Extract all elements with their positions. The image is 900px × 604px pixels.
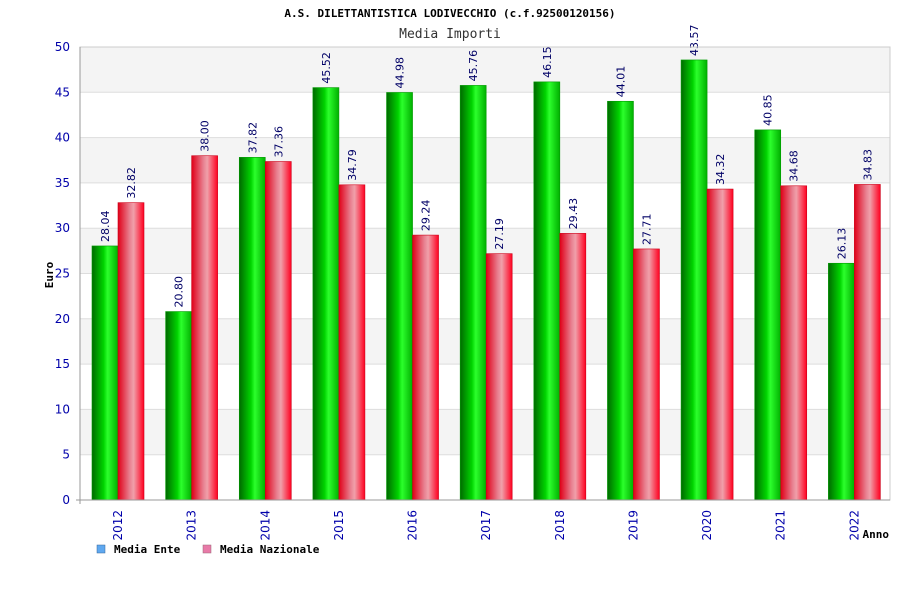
y-tick-label: 10 <box>55 402 70 416</box>
y-tick-label: 40 <box>55 131 70 145</box>
x-tick-label: 2015 <box>332 510 346 541</box>
y-tick-label: 45 <box>55 85 70 99</box>
bar-media-nazionale-2012 <box>117 202 145 501</box>
value-label: 34.79 <box>346 149 359 181</box>
value-label: 34.83 <box>861 149 874 181</box>
y-tick-label: 5 <box>62 448 70 462</box>
x-tick-label: 2014 <box>258 510 272 541</box>
bar-media-ente-2017 <box>459 85 487 501</box>
x-tick-label: 2017 <box>479 510 493 541</box>
y-tick-label: 35 <box>55 176 70 190</box>
axes <box>76 46 891 504</box>
x-tick-labels: 2012 2013 2014 2015 2016 2017 2018 2019 2020 2021… <box>111 510 861 541</box>
value-label: 32.82 <box>125 167 138 199</box>
value-label: 34.68 <box>788 150 801 182</box>
bar-media-ente-2016 <box>386 92 413 501</box>
value-label: 37.36 <box>272 126 285 158</box>
bar-media-ente-2015 <box>312 87 340 501</box>
x-tick-label: 2012 <box>111 510 125 541</box>
value-label: 29.24 <box>420 200 433 232</box>
value-labels: 28.04 32.82 20.80 38.00 37.82 37.36 45.52 34.79… <box>99 24 874 307</box>
bar-media-nazionale-2014 <box>264 161 292 501</box>
x-tick-label: 2018 <box>553 510 567 541</box>
value-label: 44.98 <box>394 57 407 89</box>
chart-subtitle: Media Importi <box>399 27 501 42</box>
x-tick-label: 2020 <box>700 510 714 541</box>
y-tick-label: 30 <box>55 221 70 235</box>
value-label: 43.57 <box>688 24 701 56</box>
y-tick-label: 25 <box>55 267 70 281</box>
value-label: 27.19 <box>493 218 506 250</box>
value-label: 37.82 <box>246 122 259 154</box>
y-tick-label: 50 <box>55 40 70 54</box>
bar-media-nazionale-2020 <box>706 188 734 501</box>
x-tick-label: 2016 <box>406 510 420 541</box>
bar-media-nazionale-2017 <box>485 253 513 501</box>
value-label: 45.52 <box>320 52 333 84</box>
bar-media-ente-2014 <box>238 157 266 501</box>
x-tick-label: 2022 <box>847 510 861 541</box>
x-tick-label: 2013 <box>185 510 199 541</box>
value-label: 28.04 <box>99 210 112 242</box>
value-label: 26.13 <box>835 228 848 260</box>
x-tick-label: 2021 <box>774 510 788 541</box>
legend-swatch-media-nazionale <box>202 544 212 554</box>
bar-media-nazionale-2015 <box>338 184 366 501</box>
bar-media-nazionale-2016 <box>412 234 439 501</box>
value-label: 29.43 <box>567 198 580 230</box>
value-label: 46.15 <box>541 46 554 78</box>
y-tick-label: 20 <box>55 312 70 326</box>
value-label: 34.32 <box>714 154 727 186</box>
bar-media-nazionale-2013 <box>191 155 218 501</box>
legend-label-media-nazionale: Media Nazionale <box>220 543 320 556</box>
x-axis-label: Anno <box>863 528 890 541</box>
value-label: 44.01 <box>614 66 627 98</box>
legend-swatch-media-ente <box>96 544 106 554</box>
y-axis-label: Euro <box>43 261 56 288</box>
chart-title: A.S. DILETTANTISTICA LODIVECCHIO (c.f.92… <box>284 7 615 20</box>
bar-media-ente-2018 <box>533 81 561 501</box>
bar-media-nazionale-2021 <box>780 185 808 501</box>
bar-media-ente-2021 <box>754 129 782 501</box>
value-label: 20.80 <box>173 276 186 308</box>
y-tick-labels: 0 5 10 15 20 25 30 35 40 45 50 <box>55 40 70 507</box>
bar-media-ente-2019 <box>607 100 634 501</box>
value-label: 45.76 <box>467 50 480 82</box>
bar-media-nazionale-2019 <box>633 248 660 501</box>
value-label: 27.71 <box>640 213 653 245</box>
y-tick-label: 15 <box>55 357 70 371</box>
bar-media-ente-2020 <box>680 59 708 501</box>
value-label: 40.85 <box>762 94 775 126</box>
bar-media-ente-2012 <box>91 245 119 501</box>
x-tick-label: 2019 <box>626 510 640 541</box>
bar-media-nazionale-2022 <box>854 184 881 501</box>
value-label: 38.00 <box>199 120 212 152</box>
plot-band <box>80 47 890 93</box>
legend: Media Ente Media Nazionale <box>96 543 320 556</box>
bar-media-nazionale-2018 <box>559 233 587 501</box>
bar-media-ente-2022 <box>828 262 855 501</box>
y-tick-label: 0 <box>62 493 70 507</box>
bar-media-ente-2013 <box>165 311 192 501</box>
legend-label-media-ente: Media Ente <box>114 543 181 556</box>
